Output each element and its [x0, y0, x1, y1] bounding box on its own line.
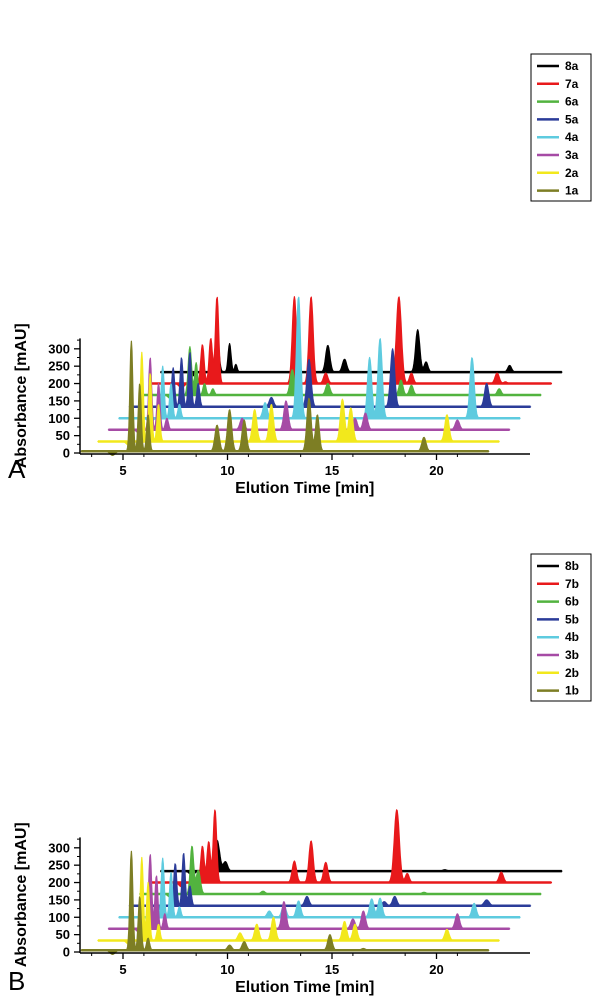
trace-4b	[118, 857, 521, 922]
legend-label-6b: 6b	[565, 595, 579, 609]
y-tick-label: 200	[48, 875, 70, 890]
y-tick-label: 300	[48, 840, 70, 855]
y-tick-label: 150	[48, 892, 70, 907]
legend-label-1a: 1a	[565, 184, 579, 198]
legend-label-8a: 8a	[565, 59, 579, 73]
x-tick-label: 20	[429, 463, 443, 478]
chart-panel-B: 0 50 100 150 200 250 300 5 10 15 20 Elution Time [m…	[8, 553, 592, 996]
x-tick-label: 10	[220, 962, 234, 977]
x-tick-label: 5	[119, 962, 126, 977]
legend-label-7b: 7b	[565, 577, 579, 591]
y-tick-label: 250	[48, 359, 70, 374]
y-tick-label: 100	[48, 411, 70, 426]
y-tick-label: 150	[48, 393, 70, 408]
x-tick-label: 15	[325, 463, 339, 478]
legend-label-5a: 5a	[565, 112, 579, 126]
y-tick-label: 300	[48, 341, 70, 356]
y-tick-label: 200	[48, 376, 70, 391]
legend-label-1b: 1b	[565, 684, 579, 698]
y-axis-title: Absorbance [mAU]	[13, 323, 30, 468]
legend-label-8b: 8b	[565, 559, 579, 573]
y-tick-label: 50	[56, 927, 70, 942]
legend-label-7a: 7a	[565, 77, 579, 91]
chart-panel-A: 0 50 100 150 200 250 300 5 10 15 20 Elution Time [m…	[8, 53, 592, 497]
legend: 8a 7a 6a 5a 4a 3a 2a 1a	[530, 53, 592, 202]
y-tick-label: 250	[48, 858, 70, 873]
legend: 8b 7b 6b 5b 4b 3b 2b 1b	[530, 553, 592, 702]
panel-letter: A	[8, 454, 26, 484]
legend-label-5b: 5b	[565, 612, 579, 626]
x-axis-title: Elution Time [min]	[235, 480, 374, 497]
y-axis-title: Absorbance [mAU]	[13, 822, 30, 967]
x-tick-label: 5	[119, 463, 126, 478]
x-tick-label: 10	[220, 463, 234, 478]
legend-label-3a: 3a	[565, 148, 579, 162]
y-tick-label: 0	[63, 446, 70, 461]
legend-box	[530, 553, 592, 702]
legend-label-2b: 2b	[565, 666, 579, 680]
legend-label-4b: 4b	[565, 630, 579, 644]
trace-7a	[149, 296, 553, 389]
x-tick-label: 15	[325, 962, 339, 977]
legend-label-3b: 3b	[565, 648, 579, 662]
legend-box	[530, 53, 592, 202]
y-tick-label: 100	[48, 910, 70, 925]
legend-label-4a: 4a	[565, 130, 579, 144]
x-axis-title: Elution Time [min]	[235, 979, 374, 996]
x-tick-label: 20	[429, 962, 443, 977]
trace-7b	[149, 809, 553, 888]
legend-label-6a: 6a	[565, 95, 579, 109]
y-tick-label: 50	[56, 428, 70, 443]
legend-label-2a: 2a	[565, 166, 579, 180]
panel-letter: B	[8, 966, 25, 996]
y-tick-label: 0	[63, 945, 70, 960]
